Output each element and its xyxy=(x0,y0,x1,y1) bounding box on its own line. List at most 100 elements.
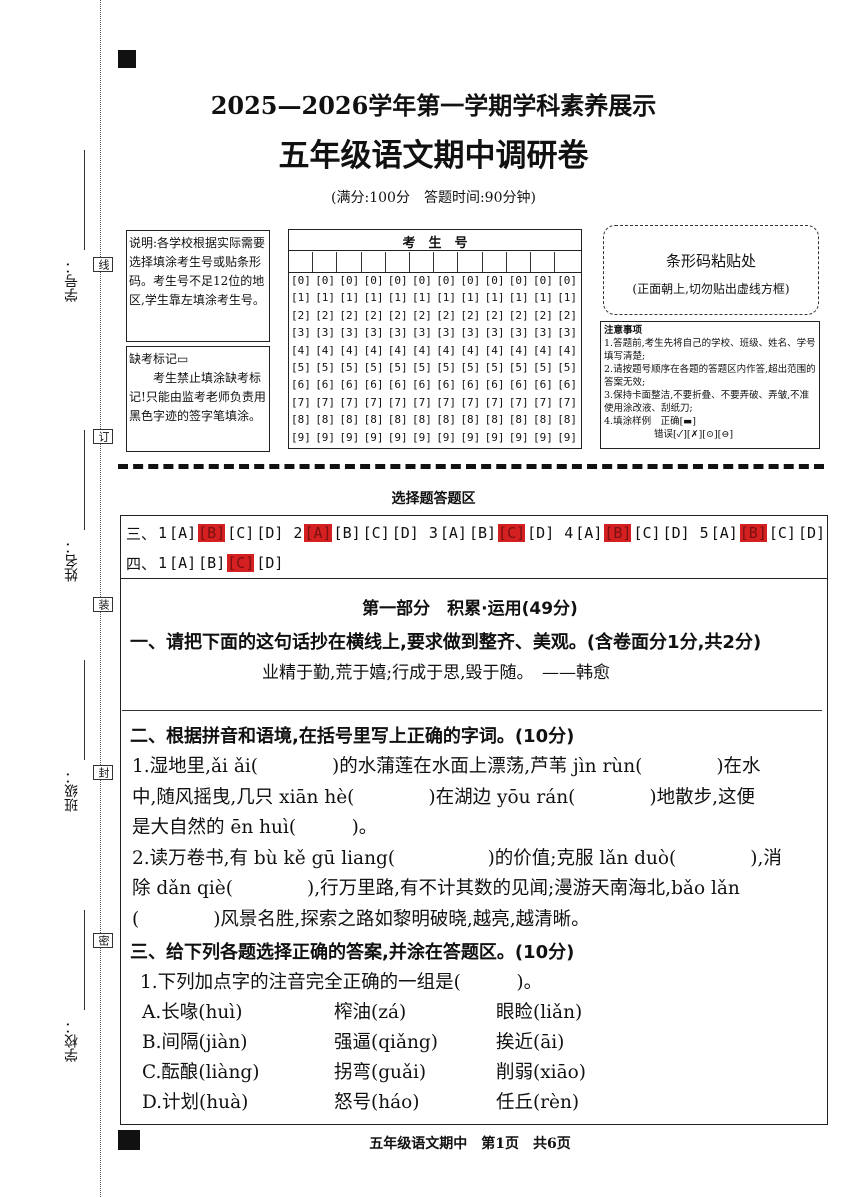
barcode-title: 条形码粘贴处 xyxy=(665,252,756,270)
answer-option: [C] xyxy=(362,524,390,542)
grid-divider xyxy=(505,252,507,272)
answer-option: [A] xyxy=(304,524,332,542)
grid-cell: [1] xyxy=(508,291,529,305)
footer: 五年级语文期中 第1页 共6页 xyxy=(369,1136,571,1152)
notice-item: 3.保持卡面整洁,不要折叠、不要弄破、弄皱,不准使用涂改液、刮纸刀; xyxy=(604,390,810,414)
question-number: 2 xyxy=(293,524,303,542)
absent-text: 考生禁止填涂缺考标记!只能由监考老师负责用黑色字迹的签字笔填涂。 xyxy=(129,371,266,423)
grid-divider xyxy=(384,252,386,272)
grid-cell: [3] xyxy=(460,326,481,340)
corner-mark xyxy=(118,50,136,68)
answer-option: [D] xyxy=(256,554,284,572)
grid-cell: [3] xyxy=(387,326,408,340)
grid-cell: [6] xyxy=(533,378,553,392)
grid-cell: [2] xyxy=(291,308,311,322)
grid-cell: [5] xyxy=(557,361,578,374)
q3-option: 挨近(āi) xyxy=(496,1032,565,1053)
rule xyxy=(289,272,581,273)
q3-option: 眼睑(liǎn) xyxy=(496,1002,583,1023)
grid-cell: [4] xyxy=(363,343,384,357)
grid-cell: [2] xyxy=(412,308,432,322)
answer-option: [B] xyxy=(468,524,497,542)
notice-item: 2.请按题号顺序在各题的答题区内作答,超出范围的答案无效; xyxy=(604,364,816,388)
q3-heading: 三、给下列各题选择正确的答案,并涂在答题区。(10分) xyxy=(130,942,575,963)
grid-cell: [0] xyxy=(508,274,529,287)
grid-cell: [5] xyxy=(508,361,529,374)
grid-cell: [0] xyxy=(339,274,360,287)
grid-cell: [2] xyxy=(339,308,360,322)
grid-cell: [5] xyxy=(315,361,336,374)
notice-item: 4.填涂样例 正确[▬] xyxy=(604,416,696,427)
grid-cell: [8] xyxy=(533,413,553,427)
question-number: 1 xyxy=(158,554,168,572)
grid-divider xyxy=(433,252,435,272)
grid-cell: [0] xyxy=(291,274,311,287)
answer-option: [C] xyxy=(498,524,526,542)
grid-cell: [4] xyxy=(436,343,457,357)
grid-cell: [6] xyxy=(291,378,311,392)
question-number: 1 xyxy=(158,524,168,542)
grid-cell: [9] xyxy=(557,430,578,444)
answer-option: [D] xyxy=(527,524,555,542)
grid-cell: [8] xyxy=(339,413,360,427)
q2-heading: 二、根据拼音和语境,在括号里写上正确的字词。(10分) xyxy=(130,726,575,747)
answer-option: [A] xyxy=(710,524,738,542)
notice-item: 错误[✓][✗][⊙][⊖] xyxy=(654,429,734,440)
grid-cell: [2] xyxy=(460,308,481,322)
subtitle: 五年级语文期中调研卷 xyxy=(278,138,589,174)
grid-cell: [4] xyxy=(291,343,311,357)
q2-line: 除 dǎn qiè( ),行万里路,有不计其数的见闻;漫游天南海北,bǎo lǎ… xyxy=(132,878,740,899)
writing-line xyxy=(122,710,822,711)
grid-cell: [7] xyxy=(315,395,336,409)
grid-cell: [7] xyxy=(387,395,408,409)
grid-cell: [4] xyxy=(484,343,505,357)
fill-line xyxy=(84,910,85,1010)
q1-quote: 业精于勤,荒于嬉;行成于思,毁于随。 ——韩愈 xyxy=(262,663,611,683)
grid-divider xyxy=(312,252,314,272)
answer-frame xyxy=(120,515,828,1125)
grid-cell: [4] xyxy=(339,343,360,357)
grid-cell: [2] xyxy=(533,308,553,322)
grid-cell: [1] xyxy=(484,291,505,305)
grid-cell: [4] xyxy=(315,343,336,357)
exam-number-grid: 考 生 号 [0] [0] [0] [0] [0] [0] [0] [0] [0] [0] [0][… xyxy=(288,229,582,449)
grid-cell: [6] xyxy=(387,378,408,392)
q3-question: 1.下列加点字的注音完全正确的一组是( )。 xyxy=(140,972,543,993)
grid-cell: [6] xyxy=(339,378,360,392)
answer-option: [A] xyxy=(169,554,197,572)
answer-option: [C] xyxy=(633,524,661,542)
answer-option: [C] xyxy=(227,554,255,572)
grid-cell: [1] xyxy=(412,291,432,305)
question-number: 4 xyxy=(564,524,574,542)
row-label: 三、 xyxy=(126,524,157,543)
answer-option: [B] xyxy=(333,524,361,542)
grid-cell: [0] xyxy=(412,274,432,287)
grid-cell: [3] xyxy=(339,326,360,340)
grid-cell: [9] xyxy=(436,430,457,444)
grid-cell: [1] xyxy=(533,291,553,305)
choice-row: 四、 1 [A] [B] [C] [D] xyxy=(126,550,825,576)
q3-option: 强逼(qiǎng) xyxy=(334,1032,438,1053)
grid-divider xyxy=(530,252,531,272)
grid-cell: [7] xyxy=(291,395,311,409)
grid-cell: [8] xyxy=(484,413,505,427)
grid-cell: [1] xyxy=(363,291,384,305)
grid-cell: [6] xyxy=(484,378,505,392)
margin-label: 姓名： xyxy=(64,540,80,582)
grid-cell: [8] xyxy=(460,413,481,427)
fill-line xyxy=(84,660,85,760)
notice-box: 注意事项 1.答题前,考生先将自己的学校、班级、姓名、学号填写清楚; 2.请按题号顺… xyxy=(600,321,820,449)
grid-cell: [3] xyxy=(557,326,578,340)
grid-divider xyxy=(554,252,556,272)
answer-option: [D] xyxy=(797,524,826,542)
grid-cell: [5] xyxy=(387,361,408,374)
barcode-note: (正面朝上,切勿贴出虚线方框) xyxy=(632,282,790,296)
grid-cell: [4] xyxy=(412,343,432,357)
q3-option: 拐弯(guǎi) xyxy=(334,1062,427,1083)
grid-divider xyxy=(457,252,459,272)
row-label: 四、 xyxy=(126,554,157,573)
grid-cell: [5] xyxy=(412,361,432,374)
grid-cell: [2] xyxy=(363,308,384,322)
q3-option: B.间隔(jiàn) xyxy=(142,1032,248,1053)
barcode-box: 条形码粘贴处 (正面朝上,切勿贴出虚线方框) xyxy=(603,225,819,315)
